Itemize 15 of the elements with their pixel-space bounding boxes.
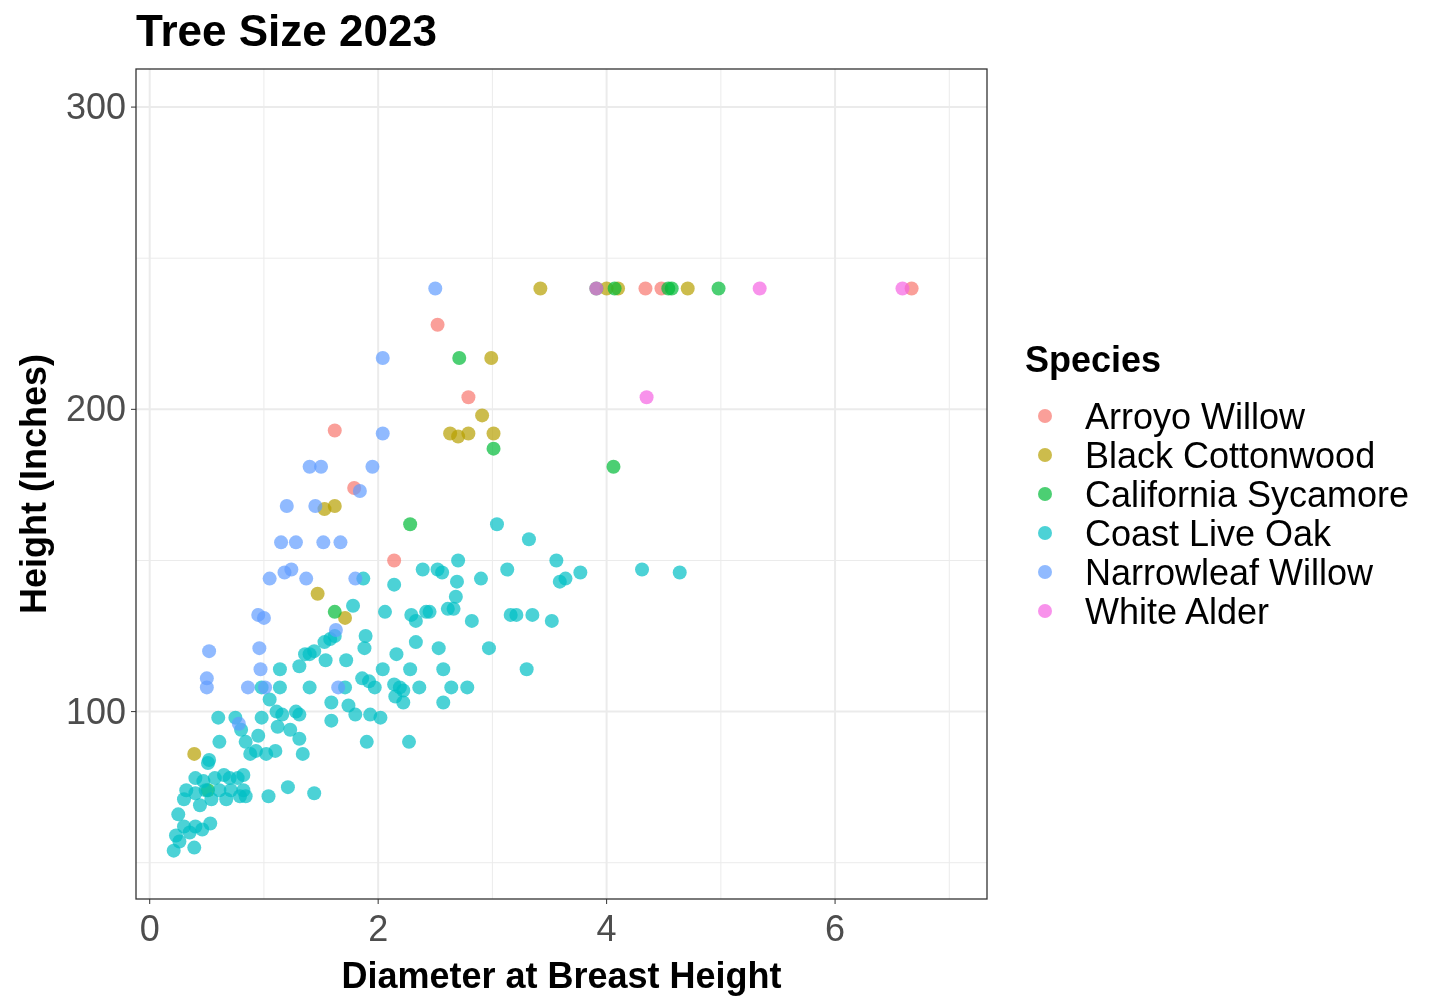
legend-label: White Alder [1085,591,1270,632]
x-tick-label: 2 [368,908,389,949]
x-axis-title: Diameter at Breast Height [341,955,782,996]
y-tick-label: 200 [65,388,126,430]
legend-title: Species [1025,339,1162,380]
y-tick-label: 300 [65,86,126,128]
y-tick-label: 100 [65,690,126,732]
legend-label: California Sycamore [1085,474,1410,515]
x-tick-label: 4 [596,908,617,949]
legend-label: Narrowleaf Willow [1085,552,1375,593]
chart-title: Tree Size 2023 [136,6,437,55]
x-tick-label: 0 [139,908,160,949]
legend-label: Arroyo Willow [1085,396,1307,437]
x-tick-label: 6 [825,908,846,949]
y-axis-title: Height (Inches) [13,353,54,615]
